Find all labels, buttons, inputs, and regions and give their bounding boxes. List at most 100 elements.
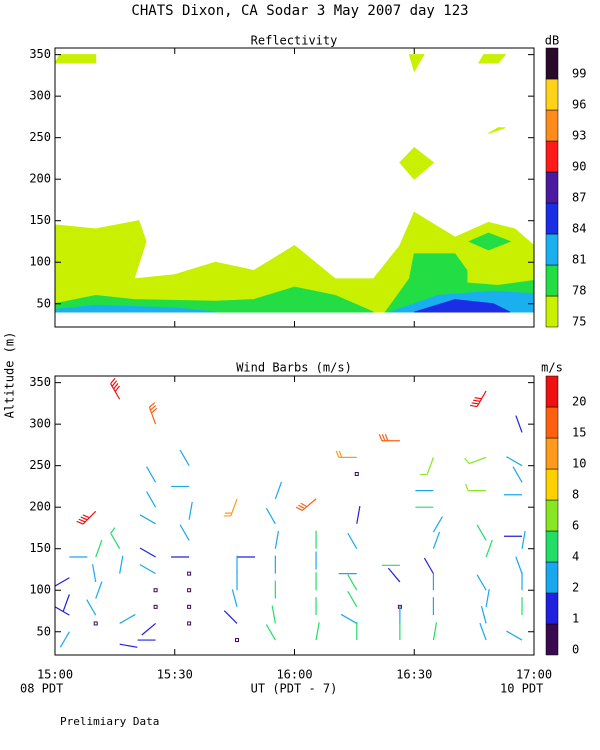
wind-barb: [95, 581, 103, 599]
wind-barb: [347, 532, 358, 550]
contour-region: [478, 54, 507, 64]
colorbar-segment: [545, 561, 559, 594]
wind-barb: [141, 622, 156, 636]
colorbar-segment: [545, 499, 559, 532]
y-tick-label: 300: [29, 89, 51, 103]
colorbar-label: 2: [572, 581, 579, 595]
wind-barb: [420, 457, 434, 476]
wind-barb: [62, 594, 70, 612]
colorbar-label: 1: [572, 612, 579, 626]
wind-barb: [91, 564, 97, 583]
colorbar-label: 96: [572, 98, 586, 112]
wind-barb: [432, 531, 441, 549]
wind-barb: [188, 501, 193, 520]
colorbar-label: 10: [572, 457, 586, 471]
x-tick-label: 16:30: [396, 668, 432, 682]
colorbar-label: 99: [572, 67, 586, 81]
x-tick-label: 15:30: [157, 668, 193, 682]
wind-barb: [479, 622, 487, 641]
wind-barb: [76, 510, 97, 525]
wind-barb: [119, 643, 138, 648]
contour-region: [468, 232, 512, 251]
contour-region: [408, 54, 425, 73]
calm-marker: [187, 571, 192, 576]
contour-region: [55, 304, 216, 313]
y-tick-label: 50: [37, 296, 51, 310]
wind-barb: [315, 622, 320, 641]
y-tick-label: 350: [29, 47, 51, 61]
calm-marker: [153, 604, 158, 609]
wind-barb: [274, 481, 283, 500]
contour-region: [55, 54, 97, 64]
wind-barb: [515, 556, 523, 574]
colorbar-label: 78: [572, 284, 586, 298]
wind-barb: [146, 466, 157, 483]
y-tick-label: 350: [29, 375, 51, 389]
wind-barb: [55, 577, 70, 587]
wind-barb: [119, 613, 136, 624]
wind-barb: [378, 434, 400, 442]
wind-barb: [110, 377, 121, 400]
calm-marker: [354, 471, 359, 476]
colorbar-label: 75: [572, 315, 586, 329]
colorbar-segment: [545, 109, 559, 142]
x-note: 10 PDT: [500, 682, 543, 696]
y-tick-label: 150: [29, 213, 51, 227]
wind-barb: [274, 530, 280, 549]
y-tick-label: 250: [29, 458, 51, 472]
wind-barb: [521, 530, 526, 549]
x-tick-label: 15:00: [37, 668, 73, 682]
wind-barb: [476, 574, 487, 591]
y-tick-label: 250: [29, 130, 51, 144]
wind-barb: [59, 631, 70, 648]
wind-barb: [432, 516, 443, 533]
calm-marker: [187, 621, 192, 626]
y-axis-label: Altitude (m): [3, 332, 17, 419]
wind-barb: [480, 605, 487, 624]
colorbar-segment: [545, 623, 559, 656]
chart-title: CHATS Dixon, CA Sodar 3 May 2007 day 123: [131, 3, 468, 19]
contour-layer: [55, 54, 534, 313]
colorbar-segment: [545, 78, 559, 111]
colorbar-segment: [545, 264, 559, 297]
wind-barb: [506, 456, 523, 467]
wind-barb: [432, 622, 438, 641]
wind-barb: [265, 507, 276, 525]
colorbar-unit: dB: [545, 34, 559, 48]
wind-barb: [464, 456, 487, 465]
contour-region: [414, 299, 511, 313]
wind-barb: [295, 498, 317, 511]
colorbar-label: 93: [572, 129, 586, 143]
colorbar-label: 4: [572, 550, 579, 564]
wind-barb: [335, 450, 357, 458]
panel-title: Wind Barbs (m/s): [236, 361, 352, 375]
wind-barb: [356, 505, 361, 524]
wind-barb: [110, 527, 121, 550]
x-tick-label: 17:00: [516, 668, 552, 682]
colorbar-segment: [545, 233, 559, 266]
colorbar-label: 84: [572, 222, 586, 236]
wind-barb: [485, 589, 490, 607]
wind-barb: [340, 613, 358, 624]
wind-barb: [119, 555, 124, 574]
calm-marker: [235, 638, 240, 643]
x-tick-label: 16:00: [276, 668, 312, 682]
y-tick-label: 200: [29, 172, 51, 186]
wind-barb: [485, 539, 493, 558]
wind-barb: [148, 402, 158, 425]
wind-barb: [179, 524, 190, 541]
wind-barb: [265, 624, 276, 641]
calm-marker: [93, 621, 98, 626]
wind-barb: [347, 590, 358, 608]
colorbar-segment: [545, 468, 559, 501]
wind-barb: [423, 557, 434, 574]
contour-region: [488, 127, 506, 134]
colorbar-label: 0: [572, 643, 579, 657]
panel-title: Reflectivity: [251, 34, 338, 48]
wind-barb: [387, 567, 401, 583]
plot-frame: [54, 375, 535, 656]
x-note: 08 PDT: [20, 682, 63, 696]
colorbar-label: 20: [572, 395, 586, 409]
wind-barb: [470, 390, 487, 408]
